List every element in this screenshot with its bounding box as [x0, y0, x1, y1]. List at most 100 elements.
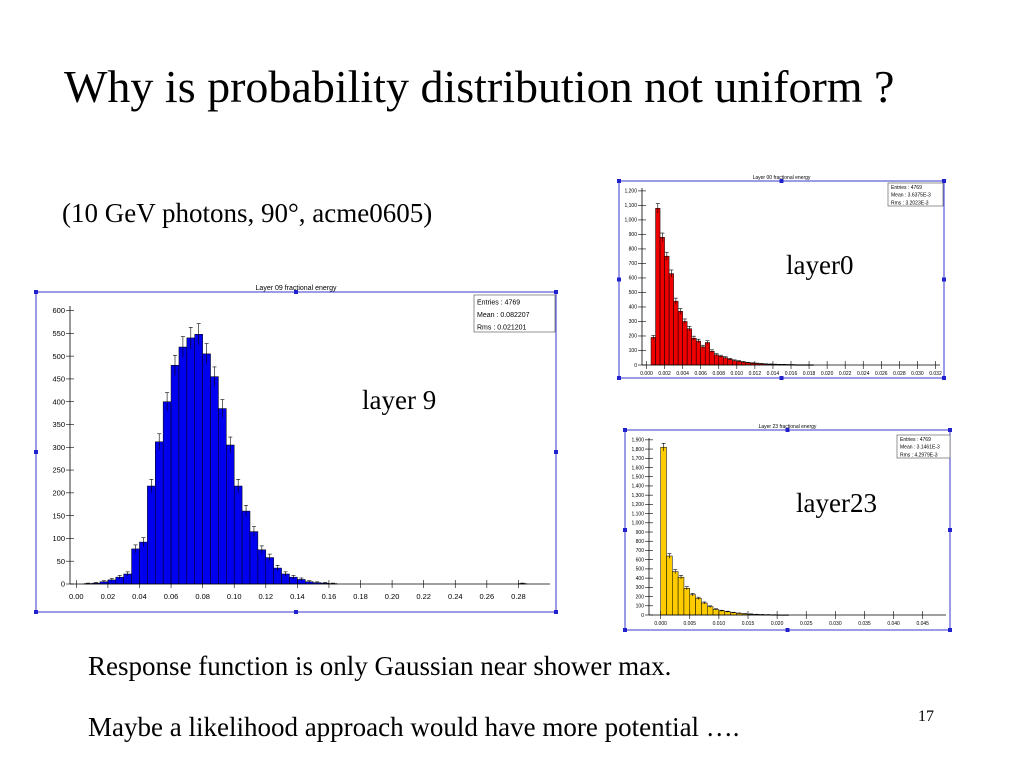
x-tick-label: 0.08	[195, 592, 210, 601]
y-tick-label: 400	[629, 305, 638, 311]
selection-handle	[34, 290, 38, 294]
y-tick-label: 900	[636, 530, 645, 536]
y-tick-label: 200	[636, 594, 645, 600]
x-tick-label: 0.22	[416, 592, 431, 601]
histogram-bar	[147, 485, 156, 585]
selection-handle	[942, 179, 946, 183]
y-tick-label: 450	[52, 375, 65, 384]
layer23-label: layer23	[796, 488, 877, 518]
histogram-bar	[677, 576, 685, 616]
y-tick-label: 600	[52, 306, 65, 315]
x-tick-label: 0.014	[767, 371, 780, 377]
x-tick-label: 0.030	[911, 371, 924, 377]
layer23-histogram: Layer 23 fractional energy Entries : 4769…	[623, 424, 952, 632]
histogram-bar	[673, 300, 679, 366]
stats-box	[887, 182, 944, 207]
y-tick-label: 600	[636, 557, 645, 563]
y-tick-label: 400	[52, 397, 65, 406]
histogram-bar	[265, 557, 274, 585]
x-tick-label: 0.028	[893, 371, 906, 377]
x-tick-label: 0.24	[448, 592, 463, 601]
y-tick-label: 1,000	[624, 218, 637, 224]
histogram-bar	[155, 441, 164, 585]
histogram-bar	[186, 337, 195, 585]
stats-line: Rms : 4.2979E-3	[900, 452, 938, 458]
selection-handle	[554, 610, 558, 614]
histogram-bar	[695, 598, 702, 616]
y-tick-label: 1,100	[624, 203, 637, 209]
x-tick-label: 0.035	[858, 621, 871, 627]
selection-handle	[294, 290, 298, 294]
histogram-bar	[700, 346, 706, 366]
y-tick-label: 200	[52, 488, 65, 497]
x-tick-label: 0.018	[803, 371, 816, 377]
histogram-bar	[218, 408, 227, 585]
x-tick-label: 0.006	[694, 371, 707, 377]
selection-handle	[942, 277, 946, 282]
y-tick-label: 1,800	[631, 447, 644, 453]
y-tick-label: 150	[52, 511, 65, 520]
x-tick-label: 0.02	[101, 592, 116, 601]
y-tick-label: 1,100	[631, 511, 644, 517]
x-tick-label: 0.012	[749, 371, 762, 377]
histogram-bar	[723, 357, 729, 366]
histogram-bar	[718, 356, 724, 366]
x-tick-label: 0.12	[258, 592, 273, 601]
slide-number: 17	[918, 708, 934, 725]
x-tick-label: 0.002	[658, 371, 671, 377]
stats-box	[473, 294, 556, 333]
y-tick-label: 100	[636, 604, 645, 610]
selection-handle	[294, 610, 298, 614]
y-tick-label: 800	[636, 539, 645, 545]
selection-handle	[785, 628, 790, 632]
selection-handle	[623, 628, 627, 632]
selection-handle	[948, 528, 952, 532]
chart-title: Layer 09 fractional energy	[256, 285, 337, 292]
y-tick-label: 1,600	[631, 465, 644, 471]
x-tick-label: 0.022	[839, 371, 852, 377]
x-tick-label: 0.025	[800, 621, 813, 627]
histogram-bar	[686, 328, 692, 366]
selection-handle	[554, 290, 558, 294]
x-tick-label: 0.20	[385, 592, 400, 601]
selection-handle	[779, 179, 784, 183]
chart-frame	[35, 291, 557, 613]
histogram-bar	[691, 337, 697, 366]
selection-handle	[785, 428, 790, 432]
bullet-text-2: Maybe a likelihood approach would have m…	[88, 712, 740, 742]
histogram-bar	[257, 549, 267, 585]
y-tick-label: 50	[57, 557, 65, 566]
y-tick-label: 1,000	[631, 521, 644, 527]
stats-line: Entries : 4769	[477, 300, 520, 307]
y-tick-label: 200	[629, 334, 638, 340]
chart-title: Layer 23 fractional energy	[759, 424, 817, 430]
stats-line: Mean : 3.1461E-3	[900, 445, 940, 451]
y-tick-label: 300	[629, 319, 638, 325]
chart-title: Layer 00 fractional energy	[753, 175, 811, 181]
histogram-bar	[672, 571, 679, 616]
histogram-bar	[718, 610, 725, 616]
stats-line: Entries : 4769	[891, 185, 922, 191]
y-tick-label: 700	[636, 548, 645, 554]
histogram-bar	[713, 354, 720, 366]
layer0-label: layer0	[786, 250, 854, 280]
y-tick-label: 350	[52, 420, 65, 429]
x-tick-label: 0.008	[712, 371, 725, 377]
x-tick-label: 0.06	[164, 592, 179, 601]
slide-subtitle: (10 GeV photons, 90°, acme0605)	[62, 198, 433, 228]
layer9-histogram: Layer 09 fractional energy Entries : 4769…	[34, 285, 558, 614]
histogram-bar	[660, 446, 667, 616]
histogram-bar	[249, 531, 259, 585]
x-tick-label: 0.040	[887, 621, 900, 627]
selection-handle	[623, 528, 627, 532]
y-tick-label: 100	[52, 534, 65, 543]
selection-handle	[779, 376, 784, 380]
histogram-bar	[695, 340, 701, 366]
histogram-bar	[210, 376, 219, 585]
y-tick-label: 300	[52, 443, 65, 452]
y-tick-label: 1,300	[631, 493, 644, 499]
histogram-bar	[704, 342, 710, 366]
histogram-bar	[131, 548, 140, 585]
histogram-bar	[659, 237, 665, 366]
x-tick-label: 0.026	[875, 371, 888, 377]
